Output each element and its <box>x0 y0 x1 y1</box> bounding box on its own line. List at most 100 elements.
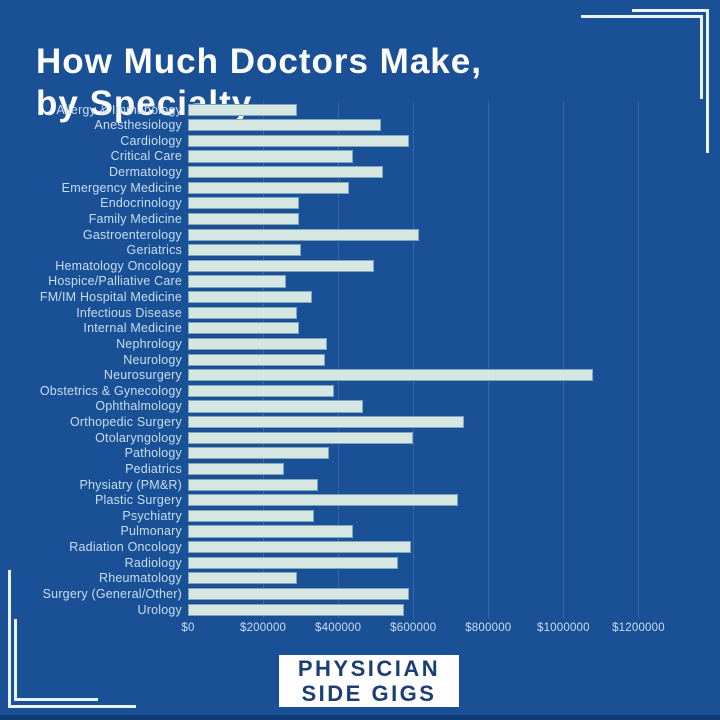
bar-row: Orthopedic Surgery <box>0 415 676 431</box>
bar <box>188 462 284 475</box>
bar <box>188 275 286 288</box>
category-label: Neurology <box>123 352 182 367</box>
page-title-line2: by Specialty <box>36 83 253 123</box>
bar-row: Gastroenterology <box>0 227 676 243</box>
bar-row: Ophthalmology <box>0 399 676 415</box>
category-label: Cardiology <box>120 133 182 148</box>
category-label: Plastic Surgery <box>94 493 182 508</box>
category-label: Gastroenterology <box>82 227 182 242</box>
bar <box>188 525 354 538</box>
bar-row: Radiology <box>0 555 676 571</box>
bar-track <box>188 258 676 274</box>
bar-row: Cardiology <box>0 133 676 149</box>
bar <box>188 197 299 210</box>
category-label: Pediatrics <box>125 461 182 476</box>
bar-row: FM/IM Hospital Medicine <box>0 290 676 306</box>
bar-track <box>188 540 676 556</box>
bar-row: Endocrinology <box>0 196 676 212</box>
category-label: Neurosurgery <box>103 368 182 383</box>
bar <box>188 228 419 241</box>
bar-row: Allergy & Immunology <box>0 102 676 118</box>
bar-track <box>188 602 676 618</box>
bar-row: Dermatology <box>0 165 676 181</box>
bar-row: Nephrology <box>0 336 676 352</box>
bar-track <box>188 399 676 415</box>
bar-track <box>188 477 676 493</box>
bar <box>188 119 382 132</box>
category-label: Radiology <box>124 555 182 570</box>
x-tick-label: $400000 <box>315 622 362 634</box>
bar <box>188 291 312 304</box>
bar-track <box>188 227 676 243</box>
bar-track <box>188 196 676 212</box>
bar-row: Psychiatry <box>0 508 676 524</box>
bar <box>188 353 325 366</box>
bar <box>188 337 327 350</box>
category-label: Anesthesiology <box>94 118 182 133</box>
bar-track <box>188 149 676 165</box>
bar <box>188 447 329 460</box>
category-label: Hematology Oncology <box>55 258 182 273</box>
bar-rows: Allergy & Immunology Anesthesiology Cardio… <box>0 102 676 618</box>
bar-row: Hematology Oncology <box>0 258 676 274</box>
x-tick-label: $800000 <box>465 622 512 634</box>
bar-row: Pathology <box>0 446 676 462</box>
logo-line2: SIDE GIGS <box>301 681 437 706</box>
bar-row: Geriatrics <box>0 243 676 259</box>
bar-track <box>188 211 676 227</box>
category-label: Psychiatry <box>122 508 182 523</box>
page-title: How Much Doctors Make, by Specialty <box>36 41 482 124</box>
bar <box>188 431 414 444</box>
bar-row: Emergency Medicine <box>0 180 676 196</box>
bar-row: Surgery (General/Other) <box>0 586 676 602</box>
bottom-edge-strip <box>0 715 720 720</box>
bar <box>188 181 350 194</box>
bar-row: Neurosurgery <box>0 368 676 384</box>
category-label: Allergy & Immunology <box>56 102 182 117</box>
bar-track <box>188 415 676 431</box>
bar-row: Radiation Oncology <box>0 540 676 556</box>
category-label: Rheumatology <box>98 571 182 586</box>
category-label: Hospice/Palliative Care <box>48 274 182 289</box>
bar-track <box>188 368 676 384</box>
category-label: Physiatry (PM&R) <box>79 477 182 492</box>
category-label: Dermatology <box>108 165 182 180</box>
bar <box>188 494 459 507</box>
corner-bracket-top-right-outer <box>632 9 709 153</box>
bar <box>188 478 318 491</box>
physician-side-gigs-logo: PHYSICIAN SIDE GIGS <box>279 655 459 707</box>
category-label: Internal Medicine <box>83 321 182 336</box>
bar-track <box>188 102 676 118</box>
x-tick-label: $600000 <box>390 622 437 634</box>
category-label: Geriatrics <box>126 243 182 258</box>
category-label: Pulmonary <box>120 524 182 539</box>
bar-row: Obstetrics & Gynecology <box>0 383 676 399</box>
bar-row: Anesthesiology <box>0 118 676 134</box>
bar <box>188 556 399 569</box>
bar <box>188 509 314 522</box>
logo-line1: PHYSICIAN <box>297 655 441 681</box>
corner-bracket-top-right-inner <box>581 15 703 99</box>
bar-row: Critical Care <box>0 149 676 165</box>
category-label: Surgery (General/Other) <box>42 586 182 601</box>
bar-track <box>188 274 676 290</box>
bar <box>188 541 412 554</box>
bar-track <box>188 524 676 540</box>
x-tick-label: $200000 <box>239 622 287 634</box>
bar <box>188 587 410 600</box>
bar-track <box>188 586 676 602</box>
bar <box>188 259 374 272</box>
category-label: Urology <box>137 602 182 617</box>
bar-track <box>188 461 676 477</box>
bar <box>188 369 594 382</box>
bar-track <box>188 118 676 134</box>
bar-row: Internal Medicine <box>0 321 676 337</box>
bar <box>188 384 335 397</box>
category-label: Pathology <box>124 446 182 461</box>
bar-track <box>188 571 676 587</box>
bar-row: Physiatry (PM&R) <box>0 477 676 493</box>
bar-track <box>188 165 676 181</box>
bar-track <box>188 352 676 368</box>
bar-track <box>188 305 676 321</box>
